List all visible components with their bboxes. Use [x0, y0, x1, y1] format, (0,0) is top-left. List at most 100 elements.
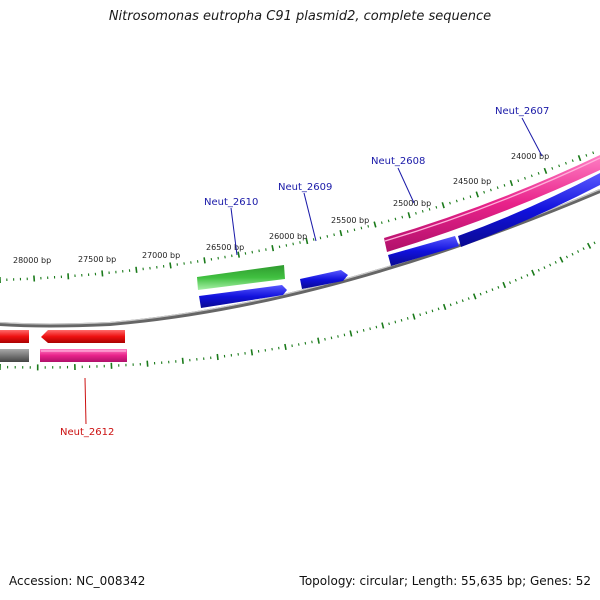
inner-tick	[526, 273, 529, 277]
ruler-tick	[333, 233, 335, 237]
inner-tick	[356, 330, 359, 334]
inner-tick	[216, 353, 219, 361]
inner-tick	[388, 322, 390, 326]
ruler-tick	[285, 244, 288, 247]
ruler-tick	[421, 209, 424, 213]
ruler-tick	[592, 151, 595, 155]
inner-tick	[400, 318, 403, 322]
inner-tick	[317, 337, 320, 344]
gene-label-neut-2612[interactable]: Neut_2612	[60, 427, 114, 438]
gene-gray-left[interactable]	[0, 349, 29, 362]
ruler-tick	[571, 159, 574, 163]
ruler-tick	[305, 237, 309, 245]
inner-tick	[330, 336, 333, 340]
inner-tick	[549, 263, 552, 267]
ruler-tick	[237, 251, 240, 258]
ruler-tick	[428, 207, 431, 211]
inner-tick	[467, 297, 470, 300]
inner-tick	[582, 247, 585, 251]
inner-tick	[284, 343, 287, 351]
ruler-tick	[244, 252, 247, 255]
inner-tick	[419, 313, 422, 317]
inner-tick	[425, 311, 428, 315]
gene-neut-2612-red-arrow[interactable]	[41, 330, 125, 343]
inner-tick	[586, 242, 592, 249]
ruler-tick	[271, 245, 275, 252]
gene-label-neut-2608[interactable]: Neut_2608	[371, 156, 425, 167]
gene-neut-2612-magenta[interactable]	[40, 349, 127, 362]
ruler-tick	[407, 212, 411, 219]
ruler-tick	[299, 241, 301, 244]
ruler-tick	[449, 201, 451, 205]
leader-line-neut-2610	[230, 207, 238, 256]
map-title: Nitrosomonas eutropha C91 plasmid2, comp…	[108, 9, 492, 24]
ruler-tick	[169, 262, 172, 269]
gene-label-neut-2607[interactable]: Neut_2607	[495, 106, 549, 117]
inner-tick	[442, 303, 447, 311]
ruler-tick	[530, 174, 533, 178]
ruler-tick	[517, 179, 520, 183]
inner-tick	[571, 252, 574, 256]
ruler-tick	[415, 211, 417, 215]
ruler-tick	[394, 217, 397, 221]
gene-neut-2608-magenta-highlight	[384, 157, 600, 242]
ruler-label: 27500 bp	[78, 255, 116, 264]
ruler-label: 25500 bp	[331, 216, 369, 225]
ruler-tick	[435, 205, 438, 209]
ruler-tick	[489, 188, 492, 192]
inner-tick	[337, 335, 339, 338]
gene-neut-2609-blue-arrow[interactable]	[300, 270, 348, 289]
ruler-tick	[475, 191, 479, 198]
inner-tick	[491, 288, 494, 292]
ruler-tick	[380, 221, 383, 225]
leader-line-neut-2607	[521, 117, 543, 157]
ruler-tick	[312, 238, 315, 241]
inner-tick	[554, 261, 557, 264]
inner-tick	[431, 309, 434, 313]
gene-blue-segment[interactable]	[388, 236, 459, 266]
ruler-tick	[441, 202, 445, 209]
ruler-tick	[496, 186, 499, 190]
inner-tick	[369, 327, 371, 331]
ruler-tick	[483, 190, 486, 194]
ruler-label: 28000 bp	[13, 256, 51, 265]
ruler-tick	[455, 199, 458, 203]
ruler-tick	[537, 172, 540, 175]
inner-tick	[394, 320, 397, 324]
ruler-label: 24500 bp	[453, 177, 491, 186]
leader-line-neut-2608	[397, 167, 415, 204]
outer-ruler	[0, 151, 595, 284]
gene-neut-2607-blue[interactable]	[458, 173, 600, 247]
inner-tick	[531, 269, 536, 276]
ruler-tick	[585, 154, 588, 157]
inner-tick	[565, 255, 568, 259]
ruler-tick	[524, 176, 526, 180]
ruler-tick	[101, 270, 104, 277]
ruler-label: 24000 bp	[511, 152, 549, 161]
inner-tick	[461, 299, 464, 303]
ruler-tick	[135, 266, 138, 273]
gene-neut-2608-magenta[interactable]	[384, 155, 600, 252]
gene-label-neut-2610[interactable]: Neut_2610	[204, 197, 258, 208]
gene-neut-2610-green[interactable]	[197, 265, 285, 290]
accession-label: Accession: NC_008342	[9, 574, 146, 588]
inner-tick	[437, 307, 440, 311]
inner-tick	[479, 292, 482, 296]
ruler-tick	[558, 164, 561, 168]
inner-tick	[577, 250, 580, 253]
inner-tick	[250, 349, 254, 356]
inner-tick	[412, 313, 416, 320]
ruler-tick	[373, 221, 377, 228]
gene-label-neut-2609[interactable]: Neut_2609	[278, 182, 332, 193]
ruler-tick	[203, 257, 206, 264]
gene-red-left[interactable]	[0, 330, 29, 343]
inner-tick	[297, 343, 300, 346]
ruler-tick	[292, 242, 294, 246]
inner-tick	[449, 303, 452, 307]
ruler-tick	[577, 155, 582, 162]
inner-tick	[343, 333, 346, 337]
gene-neut-2610-blue-arrow[interactable]	[199, 285, 287, 308]
ruler-tick	[319, 236, 322, 240]
inner-tick	[311, 340, 313, 344]
